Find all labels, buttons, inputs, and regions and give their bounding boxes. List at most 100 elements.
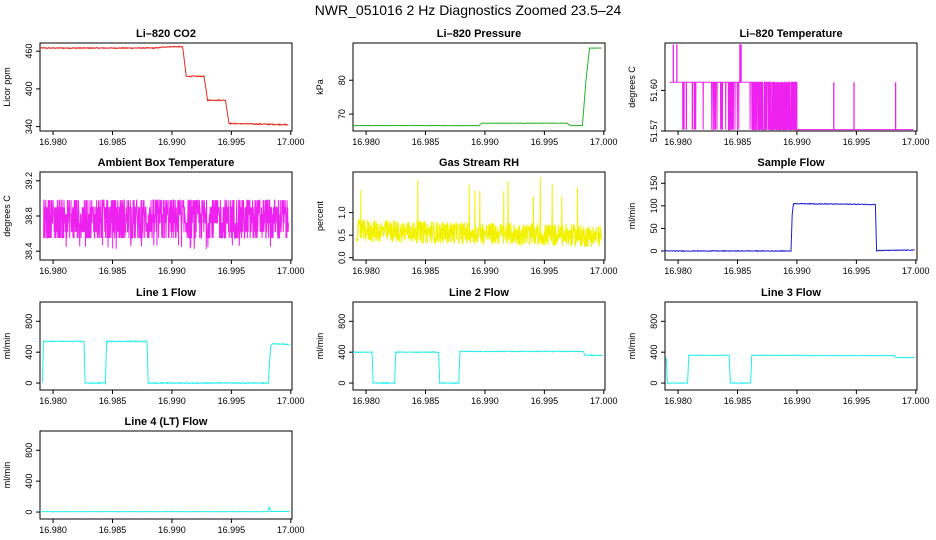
x-tick-label: 17.000 [277, 525, 305, 535]
x-tick-label: 16.985 [724, 266, 752, 276]
chart-line2: Line 2 Flow ml/min 16.980 16.985 16.990 16.99… [315, 287, 618, 406]
series-line-co2 [39, 45, 289, 127]
plot-frame [39, 301, 293, 391]
y-tick-label: 100 [649, 198, 659, 213]
x-tick-label: 16.990 [783, 137, 811, 147]
x-tick-label: 17.000 [590, 137, 618, 147]
x-tick-label: 16.980 [39, 137, 67, 147]
x-tick-label: 16.985 [99, 266, 127, 276]
x-tick-label: 17.000 [277, 396, 305, 406]
x-tick-label: 16.990 [158, 266, 186, 276]
y-tick-label: 800 [649, 314, 659, 329]
y-tick-label: 800 [24, 314, 34, 329]
x-tick-label: 17.000 [590, 396, 618, 406]
y-axis-label: degrees C [627, 66, 637, 108]
chart-title: Line 3 Flow [761, 287, 821, 299]
y-tick-label: 340 [24, 119, 34, 134]
series-line-line2 [352, 349, 603, 385]
x-tick-label: 16.980 [664, 266, 692, 276]
chart-title: Sample Flow [757, 157, 825, 169]
plot-frame [664, 171, 918, 261]
x-tick-label: 16.980 [664, 396, 692, 406]
x-tick-label: 16.995 [218, 137, 246, 147]
x-tick-label: 16.990 [471, 396, 499, 406]
y-tick-label: 0 [337, 381, 347, 386]
y-tick-label: 0 [24, 381, 34, 386]
y-tick-label: 38.4 [24, 242, 34, 260]
x-tick-label: 17.000 [277, 137, 305, 147]
y-tick-label: 400 [24, 81, 34, 96]
x-tick-label: 17.000 [590, 266, 618, 276]
x-tick-label: 16.980 [664, 137, 692, 147]
x-tick-label: 16.990 [158, 396, 186, 406]
x-tick-label: 16.985 [412, 137, 440, 147]
x-tick-label: 17.000 [902, 396, 930, 406]
x-tick-label: 16.995 [843, 137, 871, 147]
x-tick-label: 17.000 [277, 266, 305, 276]
x-tick-label: 16.995 [218, 525, 246, 535]
chart-rh: Gas Stream RH percent 16.980 16.985 16.990 16… [315, 157, 618, 276]
x-tick-label: 16.980 [352, 396, 380, 406]
y-tick-label: 70 [337, 109, 347, 119]
chart-title: Li–820 CO2 [136, 28, 196, 40]
y-tick-label: 50 [649, 223, 659, 233]
y-axis-label: ml/min [2, 333, 12, 360]
series-line-line1 [41, 339, 290, 386]
y-tick-label: 400 [24, 474, 34, 489]
y-tick-label: 800 [337, 314, 347, 329]
x-tick-label: 16.980 [352, 266, 380, 276]
y-tick-label: 0 [24, 510, 34, 515]
x-tick-label: 16.990 [783, 396, 811, 406]
figure-title: NWR_051016 2 Hz Diagnostics Zoomed 23.5–… [314, 2, 622, 18]
plot-frame [39, 42, 293, 132]
x-tick-label: 16.995 [531, 137, 559, 147]
x-tick-label: 16.980 [39, 525, 67, 535]
y-tick-label: 400 [24, 345, 34, 360]
y-axis-label: Licor ppm [2, 67, 12, 107]
y-axis-label: ml/min [627, 203, 637, 230]
plot-frame [352, 171, 606, 261]
y-axis-label: ml/min [627, 333, 637, 360]
y-tick-label: 51.60 [649, 79, 659, 102]
x-tick-label: 16.985 [412, 266, 440, 276]
chart-line4: Line 4 (LT) Flow ml/min 16.980 16.985 16.990… [2, 416, 305, 535]
chart-temperature: Li–820 Temperature degrees C 16.980 16.985 1… [627, 28, 930, 147]
chart-title: Li–820 Pressure [437, 28, 521, 40]
x-tick-label: 17.000 [902, 137, 930, 147]
y-axis-label: ml/min [315, 333, 325, 360]
y-tick-label: 400 [337, 345, 347, 360]
x-tick-label: 16.995 [218, 396, 246, 406]
plot-frame [39, 430, 293, 520]
y-axis-label: ml/min [2, 462, 12, 489]
x-tick-label: 16.985 [724, 137, 752, 147]
y-axis-label: degrees C [2, 195, 12, 237]
y-tick-label: 150 [649, 176, 659, 191]
plot-frame [664, 42, 918, 132]
series-line-rh [356, 177, 602, 248]
x-tick-label: 16.985 [412, 396, 440, 406]
x-tick-label: 16.995 [218, 266, 246, 276]
chart-title: Line 2 Flow [449, 287, 509, 299]
chart-title: Gas Stream RH [439, 157, 519, 169]
x-tick-label: 16.990 [471, 137, 499, 147]
x-tick-label: 16.990 [783, 266, 811, 276]
y-tick-label: 1.0 [337, 206, 347, 219]
x-tick-label: 16.995 [843, 396, 871, 406]
series-line-line3 [665, 354, 915, 385]
y-axis-label: kPa [315, 79, 325, 95]
x-tick-label: 16.985 [99, 396, 127, 406]
x-tick-label: 16.980 [39, 396, 67, 406]
y-tick-label: 80 [337, 75, 347, 85]
y-tick-label: 0 [649, 381, 659, 386]
y-tick-label: 800 [24, 443, 34, 458]
x-tick-label: 16.985 [99, 137, 127, 147]
y-tick-label: 51.57 [649, 120, 659, 143]
chart-sample-flow: Sample Flow ml/min 16.980 16.985 16.990 16.99… [627, 157, 930, 276]
x-tick-label: 16.995 [531, 396, 559, 406]
y-tick-label: 0.0 [337, 251, 347, 264]
y-tick-label: 38.8 [24, 207, 34, 225]
series-line-sample-flow [664, 202, 915, 253]
x-tick-label: 16.990 [158, 525, 186, 535]
chart-title: Ambient Box Temperature [98, 157, 235, 169]
